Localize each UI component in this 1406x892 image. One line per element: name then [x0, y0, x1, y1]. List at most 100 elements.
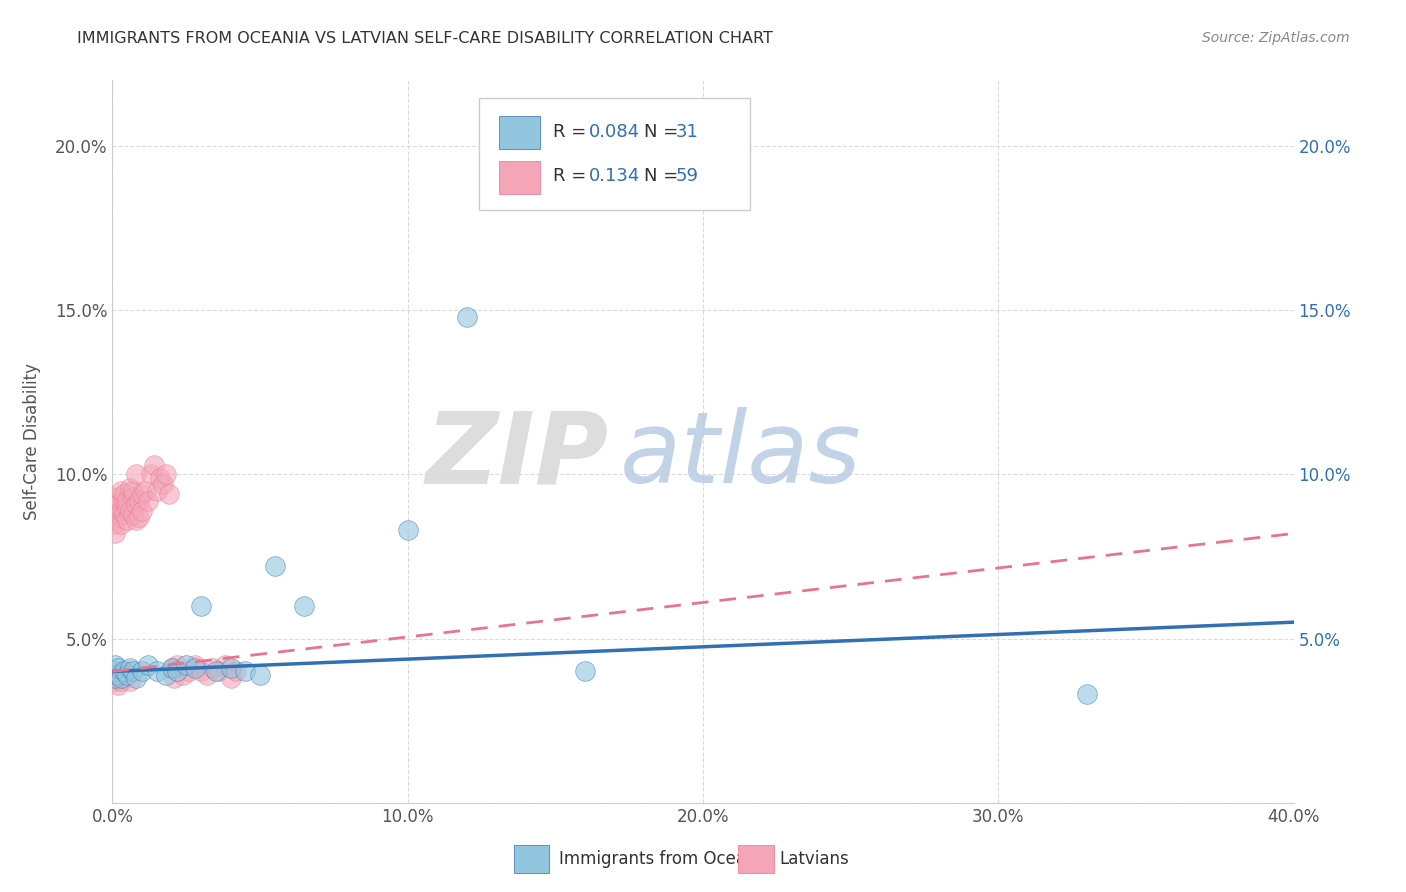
Point	[112, 665, 135, 679]
Text: Immigrants from Oceania: Immigrants from Oceania	[560, 850, 770, 868]
Point	[117, 665, 138, 679]
Point	[107, 510, 129, 524]
Point	[128, 493, 150, 508]
Text: 31: 31	[676, 123, 699, 141]
Point	[125, 497, 148, 511]
Point	[456, 310, 478, 324]
Text: 0.084: 0.084	[589, 123, 640, 141]
Point	[131, 503, 153, 517]
Point	[110, 483, 132, 498]
Point	[128, 510, 150, 524]
Point	[184, 657, 207, 672]
Point	[157, 487, 180, 501]
Text: R =: R =	[553, 168, 592, 186]
Point	[104, 665, 127, 679]
Point	[146, 483, 169, 498]
Point	[219, 671, 242, 685]
Point	[125, 467, 148, 482]
Point	[110, 667, 132, 681]
Point	[104, 657, 127, 672]
Point	[117, 500, 138, 515]
Point	[396, 523, 419, 537]
Point	[166, 657, 188, 672]
Point	[292, 599, 315, 613]
Point	[125, 513, 148, 527]
Text: Source: ZipAtlas.com: Source: ZipAtlas.com	[1202, 31, 1350, 45]
Point	[110, 503, 132, 517]
Point	[122, 483, 145, 498]
Point	[110, 671, 132, 685]
Point	[120, 481, 142, 495]
Point	[214, 657, 236, 672]
Text: Latvians: Latvians	[780, 850, 849, 868]
Point	[104, 526, 127, 541]
Point	[155, 667, 177, 681]
Point	[112, 493, 135, 508]
FancyBboxPatch shape	[499, 116, 540, 149]
Point	[112, 671, 135, 685]
Point	[160, 661, 183, 675]
Point	[195, 667, 218, 681]
Point	[103, 516, 125, 531]
FancyBboxPatch shape	[478, 98, 751, 211]
Point	[104, 500, 127, 515]
Point	[146, 665, 169, 679]
Point	[112, 507, 135, 521]
Y-axis label: Self-Care Disability: Self-Care Disability	[24, 363, 41, 520]
Point	[104, 674, 127, 689]
Point	[179, 665, 201, 679]
Point	[120, 503, 142, 517]
Point	[155, 467, 177, 482]
Point	[120, 661, 142, 675]
Point	[201, 661, 224, 675]
Point	[117, 667, 138, 681]
Point	[107, 667, 129, 681]
Point	[190, 665, 212, 679]
Point	[172, 667, 194, 681]
FancyBboxPatch shape	[499, 161, 540, 194]
Point	[125, 671, 148, 685]
Point	[122, 491, 145, 505]
Point	[110, 674, 132, 689]
Point	[107, 661, 129, 675]
Point	[139, 467, 162, 482]
Text: N =: N =	[644, 123, 683, 141]
FancyBboxPatch shape	[515, 846, 550, 873]
Point	[692, 155, 714, 169]
Point	[160, 661, 183, 675]
Point	[103, 665, 125, 679]
Point	[122, 665, 145, 679]
Point	[131, 665, 153, 679]
Point	[107, 677, 129, 691]
Point	[107, 497, 129, 511]
Text: 59: 59	[676, 168, 699, 186]
Point	[104, 671, 127, 685]
Text: N =: N =	[644, 168, 683, 186]
Point	[104, 507, 127, 521]
FancyBboxPatch shape	[738, 846, 773, 873]
Text: atlas: atlas	[620, 408, 862, 505]
Point	[190, 599, 212, 613]
Point	[163, 671, 186, 685]
Point	[136, 657, 159, 672]
Point	[134, 483, 156, 498]
Point	[107, 671, 129, 685]
Point	[574, 665, 596, 679]
Point	[225, 665, 247, 679]
Point	[1076, 687, 1098, 701]
Point	[117, 493, 138, 508]
Point	[205, 665, 228, 679]
Point	[233, 665, 256, 679]
Point	[110, 516, 132, 531]
Point	[142, 458, 165, 472]
Text: ZIP: ZIP	[426, 408, 609, 505]
Point	[120, 674, 142, 689]
Point	[112, 487, 135, 501]
Point	[131, 487, 153, 501]
Text: R =: R =	[553, 123, 592, 141]
Point	[208, 665, 231, 679]
Point	[107, 491, 129, 505]
Point	[166, 665, 188, 679]
Point	[149, 470, 172, 484]
Point	[174, 657, 197, 672]
